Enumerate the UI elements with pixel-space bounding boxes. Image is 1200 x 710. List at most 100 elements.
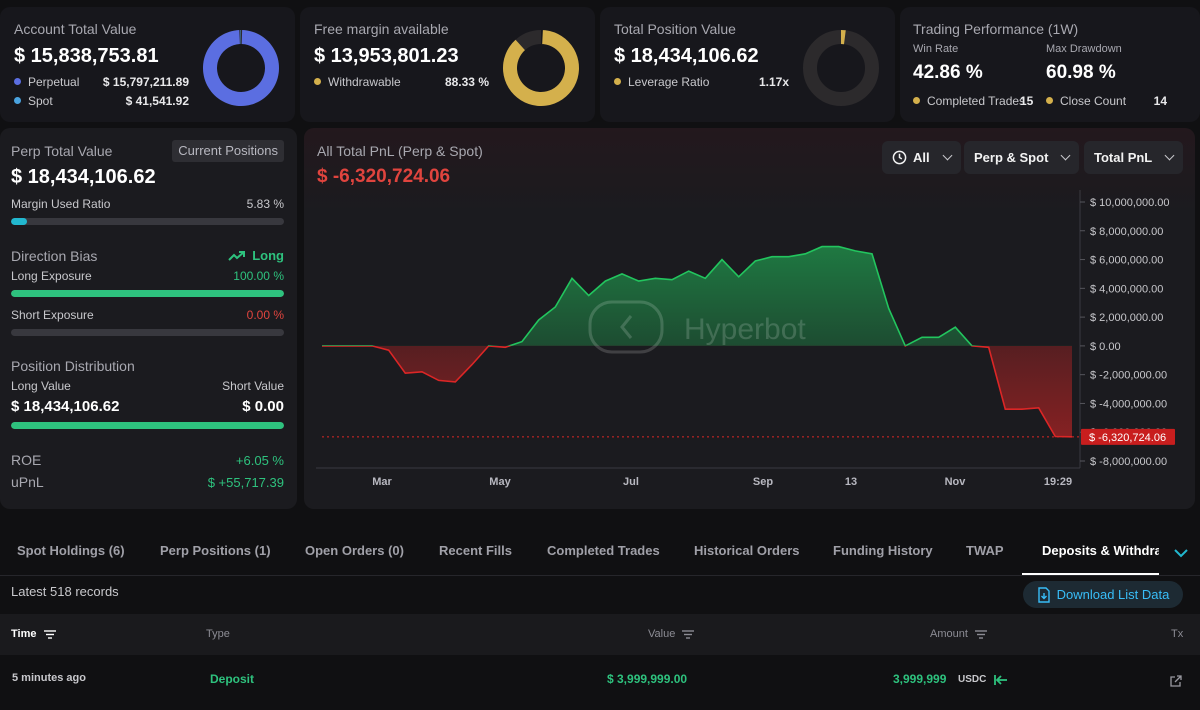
tab-completed-trades[interactable]: Completed Trades: [547, 543, 660, 558]
current-positions-tag[interactable]: Current Positions: [172, 140, 284, 162]
long-value-amount: $ 18,434,106.62: [11, 398, 120, 415]
tabs-divider: [0, 575, 1200, 576]
roe-label: ROE: [11, 452, 42, 468]
margin-used-fill: [11, 218, 27, 225]
tab-deposits-withdrawals[interactable]: Deposits & Withdraw: [1042, 543, 1159, 558]
withdrawable-label: Withdrawable: [314, 75, 401, 89]
account-donut-chart: [203, 30, 279, 107]
donut-segment: [841, 30, 846, 45]
download-label: Download List Data: [1056, 587, 1170, 602]
spot-value: $ 41,541.92: [125, 94, 189, 108]
row-type: Deposit: [210, 672, 255, 686]
account-total-card: Account Total Value $ 15,838,753.81 Perp…: [0, 7, 295, 122]
deposit-arrow-icon: [994, 675, 1007, 685]
x-tick-label: Nov: [945, 476, 967, 488]
perp-panel: Perp Total Value Current Positions $ 18,…: [0, 128, 297, 509]
legend-dot: [14, 78, 21, 85]
win-rate-value: 42.86 %: [913, 62, 983, 83]
market-filter-dropdown[interactable]: Perp & Spot: [964, 141, 1080, 174]
card-title: Account Total Value: [14, 21, 137, 37]
tx-column-header: Tx: [1171, 628, 1184, 640]
y-tick-label: $ 0.00: [1090, 341, 1121, 353]
completed-trades-label: Completed Trades: [913, 94, 1025, 108]
download-list-button[interactable]: Download List Data: [1023, 581, 1183, 608]
pnl-value: $ -6,320,724.06: [317, 166, 451, 187]
value-column-header[interactable]: Value: [648, 628, 695, 640]
x-tick-label: May: [489, 476, 511, 488]
leverage-value: 1.17x: [758, 75, 789, 89]
perp-total-title: Perp Total Value: [11, 143, 113, 159]
tab-open-orders[interactable]: Open Orders (0): [305, 543, 404, 558]
max-drawdown-value: 60.98 %: [1046, 62, 1116, 83]
y-tick-label: $ 4,000,000.00: [1090, 283, 1163, 295]
tab-spot-holdings[interactable]: Spot Holdings (6): [17, 543, 125, 558]
x-tick-label: Jul: [623, 476, 639, 488]
max-drawdown-label: Max Drawdown: [1046, 43, 1122, 55]
pnl-type-dropdown[interactable]: Total PnL: [1084, 141, 1184, 174]
margin-used-value: 5.83 %: [246, 197, 284, 211]
download-icon: [1037, 586, 1050, 603]
y-tick-label: $ 6,000,000.00: [1090, 255, 1163, 267]
y-tick-label: $ -8,000,000.00: [1090, 456, 1167, 468]
x-tick-label: Mar: [372, 476, 392, 488]
position-distribution-bar: [11, 422, 284, 429]
donut-gap: [541, 30, 543, 45]
sort-icon: [682, 629, 695, 639]
time-range-dropdown[interactable]: All: [882, 141, 961, 174]
pnl-title: All Total PnL (Perp & Spot): [317, 143, 483, 159]
tab-recent-fills[interactable]: Recent Fills: [439, 543, 512, 558]
donut-track: [803, 30, 879, 106]
position-donut-chart: [803, 30, 879, 106]
x-tick-label: 19:29: [1044, 476, 1072, 488]
sort-icon: [974, 629, 987, 639]
account-total-value: $ 15,838,753.81: [14, 45, 159, 67]
row-amount: 3,999,999: [893, 672, 947, 686]
direction-bias-value: Long: [228, 248, 284, 263]
short-exposure-label: Short Exposure: [11, 308, 94, 322]
long-exposure-fill: [11, 290, 284, 297]
records-count: Latest 518 records: [11, 584, 119, 599]
row-time: 5 minutes ago: [12, 672, 86, 684]
table-header: [0, 614, 1200, 655]
tab-perp-positions[interactable]: Perp Positions (1): [160, 543, 271, 558]
long-value-label: Long Value: [11, 379, 71, 393]
legend-dot: [913, 97, 920, 104]
last-value-label: $ -6,320,724.06: [1089, 432, 1166, 444]
free-margin-value: $ 13,953,801.23: [314, 45, 459, 67]
chevron-down-icon[interactable]: [1173, 547, 1189, 559]
donut-segment: [203, 30, 279, 107]
margin-used-label: Margin Used Ratio: [11, 197, 111, 211]
amount-column-header[interactable]: Amount: [930, 628, 987, 640]
y-tick-label: $ 10,000,000.00: [1090, 197, 1170, 209]
hyperbot-watermark: Hyperbot: [588, 300, 806, 354]
time-column-header[interactable]: Time: [11, 628, 56, 640]
market-filter-label: Perp & Spot: [974, 150, 1049, 165]
x-tick-label: 13: [845, 476, 857, 488]
tab-funding-history[interactable]: Funding History: [833, 543, 933, 558]
row-unit: USDC: [958, 674, 987, 685]
leverage-label: Leverage Ratio: [614, 75, 709, 89]
watermark-text: Hyperbot: [684, 313, 806, 346]
y-tick-label: $ -4,000,000.00: [1090, 398, 1167, 410]
positive-area: [509, 246, 972, 346]
short-exposure-bar: [11, 329, 284, 336]
margin-donut-chart: [503, 30, 579, 106]
external-link-icon[interactable]: [1169, 674, 1183, 688]
pnl-area-chart: $ 10,000,000.00 $ 8,000,000.00 $ 6,000,000…: [316, 190, 1175, 488]
legend-dot: [14, 97, 21, 104]
perpetual-value: $ 15,797,211.89: [102, 75, 189, 89]
x-tick-label: Sep: [753, 476, 773, 488]
legend-dot: [1046, 97, 1053, 104]
tab-historical-orders[interactable]: Historical Orders: [694, 543, 800, 558]
perpetual-label: Perpetual: [14, 75, 79, 89]
total-position-value: $ 18,434,106.62: [614, 45, 759, 67]
trading-performance-card: Trading Performance (1W) Win Rate 42.86 …: [900, 7, 1200, 122]
tab-twap[interactable]: TWAP: [966, 543, 1004, 558]
pnl-type-label: Total PnL: [1094, 150, 1153, 165]
row-value: $ 3,999,999.00: [607, 672, 688, 686]
card-title: Total Position Value: [614, 21, 736, 37]
sort-icon: [43, 629, 56, 639]
y-tick-label: $ 8,000,000.00: [1090, 226, 1163, 238]
donut-segment: [240, 30, 241, 45]
active-tab-underline: [1022, 573, 1159, 575]
